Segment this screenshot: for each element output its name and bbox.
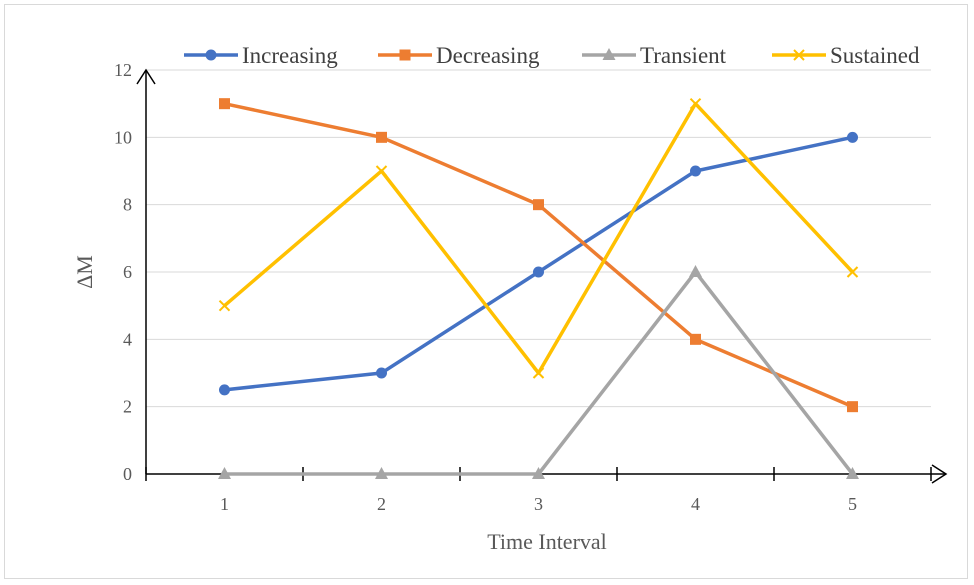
series-line-sustained bbox=[223, 101, 854, 375]
series-group bbox=[218, 97, 859, 479]
legend-label-transient: Transient bbox=[640, 43, 727, 68]
data-point-transient bbox=[218, 467, 231, 479]
legend: Increasing Decreasing Transient Sustained bbox=[184, 43, 920, 68]
data-point-decreasing bbox=[690, 333, 701, 345]
legend-label-increasing: Increasing bbox=[242, 43, 338, 68]
data-point-sustained bbox=[689, 97, 702, 110]
data-point-decreasing bbox=[219, 98, 230, 110]
x-tick-label: 5 bbox=[848, 494, 857, 514]
y-axis-arrow bbox=[136, 68, 156, 85]
y-tick-label: 12 bbox=[114, 60, 132, 80]
chart-frame bbox=[4, 4, 968, 579]
data-point-increasing bbox=[847, 131, 858, 143]
data-point-increasing bbox=[690, 165, 701, 177]
data-point-sustained bbox=[218, 299, 231, 312]
y-tick-label: 4 bbox=[123, 329, 132, 349]
data-point-increasing bbox=[219, 384, 230, 396]
data-point-transient bbox=[532, 467, 545, 479]
x-axis-arrow bbox=[931, 464, 948, 484]
x-marker-stroke bbox=[689, 97, 702, 110]
x-axis-title: Time Interval bbox=[487, 529, 607, 554]
data-point-decreasing bbox=[533, 199, 544, 211]
legend-marker-sustained bbox=[793, 49, 805, 61]
x-marker-stroke bbox=[532, 367, 545, 379]
x-tick-label: 2 bbox=[377, 494, 386, 514]
x-marker-stroke bbox=[218, 299, 231, 312]
y-tick-label: 10 bbox=[114, 127, 132, 147]
legend-item-sustained: Sustained bbox=[772, 43, 920, 68]
x-marker-stroke bbox=[793, 49, 805, 61]
legend-label-sustained: Sustained bbox=[830, 43, 920, 68]
legend-label-decreasing: Decreasing bbox=[436, 43, 540, 68]
data-point-increasing bbox=[376, 367, 387, 379]
data-point-transient bbox=[375, 467, 388, 479]
data-point-decreasing bbox=[376, 131, 387, 143]
legend-item-decreasing: Decreasing bbox=[378, 43, 540, 68]
y-tick-label: 2 bbox=[123, 397, 132, 417]
series-transient bbox=[218, 265, 859, 479]
data-point-transient bbox=[846, 467, 859, 479]
legend-marker-increasing bbox=[205, 49, 217, 61]
data-point-transient bbox=[689, 265, 702, 277]
data-point-decreasing bbox=[847, 401, 858, 413]
legend-item-transient: Transient bbox=[582, 43, 727, 68]
y-tick-label: 6 bbox=[123, 262, 132, 282]
data-point-increasing bbox=[533, 266, 544, 278]
series-decreasing bbox=[219, 98, 858, 413]
x-tick-label: 3 bbox=[534, 494, 543, 514]
y-tick-label: 8 bbox=[123, 195, 132, 215]
y-tick-label: 0 bbox=[123, 464, 132, 484]
series-sustained bbox=[218, 97, 859, 379]
legend-marker-decreasing bbox=[399, 49, 411, 61]
x-tick-label: 4 bbox=[691, 494, 700, 514]
legend-item-increasing: Increasing bbox=[184, 43, 338, 68]
x-marker-stroke bbox=[375, 165, 388, 177]
series-line-decreasing bbox=[224, 101, 854, 409]
legend-marker-transient bbox=[602, 48, 616, 60]
data-point-sustained bbox=[375, 165, 388, 177]
x-marker-stroke bbox=[846, 266, 859, 278]
y-axis-title: ΔM bbox=[72, 255, 97, 289]
gridlines bbox=[146, 69, 931, 408]
data-point-sustained bbox=[846, 266, 859, 278]
data-point-sustained bbox=[532, 367, 545, 379]
x-tick-label: 1 bbox=[220, 494, 229, 514]
